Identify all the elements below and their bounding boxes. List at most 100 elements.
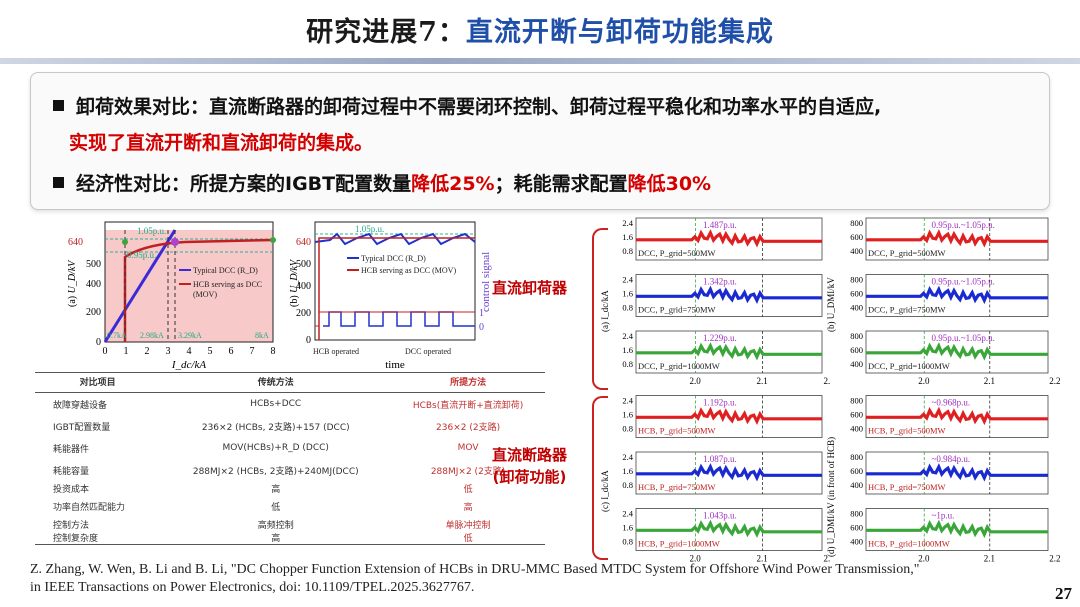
table-cell: 单脉冲控制	[445, 520, 491, 531]
waveform-trace	[636, 285, 822, 305]
table-cell: MOV	[457, 443, 479, 453]
wave-ylabel-top: (a) I_dc/kA	[600, 290, 610, 332]
table-cell: 高	[463, 502, 473, 513]
table-cell: 236×2 (2支路)	[436, 422, 501, 433]
table-cell: 低	[271, 502, 281, 513]
bullet-2: 经济性对比：所提方案的IGBT配置数量降低25%；耗能需求配置降低30%	[53, 169, 711, 196]
plot-a-xtick: 7	[250, 346, 255, 357]
plot-b-hcb-wave	[318, 237, 475, 340]
wave-ytick: 600	[850, 523, 863, 533]
table-row: 故障穿越设备 HCBs+DCC HCBs(直流开断+直流卸荷)	[35, 393, 545, 416]
table-cell: 低	[463, 484, 473, 495]
table-cell: 耗能容量	[53, 466, 90, 477]
plot-a-xtick: 4	[187, 346, 192, 357]
table-cell: HCBs(直流开断+直流卸荷)	[412, 400, 524, 411]
plot-a-marker	[122, 239, 128, 245]
wave-ylabel-bottom: (c) I_dc/kA	[600, 470, 610, 512]
plot-a-annotation: 0.95p.u.	[127, 250, 156, 260]
plot-b-ytick: 0	[306, 335, 311, 346]
plot-b-xlabel: time	[385, 359, 405, 371]
plot-b-hcb-signal	[315, 311, 475, 327]
plot-a-annotation: 3.29kA	[178, 331, 202, 340]
table-header: 所提方法	[391, 372, 545, 393]
citation-line-2: in IEEE Transactions on Power Electronic…	[30, 580, 475, 595]
plot-a-annotation: 1.05p.u.	[137, 226, 166, 236]
table-row: 控制方法 高频控制 单脉冲控制	[35, 517, 545, 531]
plot-a-legend-1: Typical DCC (R_D)	[193, 266, 258, 275]
wave-xtick: 2.1	[984, 376, 995, 386]
plot-b-ytick: 500	[296, 259, 311, 270]
wave-ytick: 2.4	[622, 452, 633, 462]
table-row: 投资成本 高 低	[35, 481, 545, 495]
summary-box: 卸荷效果对比：直流断路器的卸荷过程中不需要闭环控制、卸荷过程平稳化和功率水平的自…	[30, 72, 1050, 210]
bullet-2-red-1: 降低25%	[411, 173, 495, 195]
wave-legend: DCC, P_grid=500MW	[868, 248, 946, 258]
wave-ytick: 800	[850, 275, 863, 285]
plot-a-xlabel: I_dc/kA	[171, 359, 206, 371]
table-cell: 投资成本	[53, 484, 90, 495]
plot-a-frame	[104, 221, 274, 343]
plot-a-ytick: 640	[68, 237, 83, 248]
wave-annotation: 1.192p.u.	[703, 398, 737, 408]
waveform-trace	[636, 519, 822, 539]
wave-legend: DCC, P_grid=1000MW	[638, 361, 720, 371]
comparison-table: 对比项目 传统方法 所提方法 故障穿越设备 HCBs+DCC HCBs(直流开断…	[35, 372, 545, 545]
plot-a-xtick: 3	[166, 346, 171, 357]
table-cell: 控制复杂度	[35, 531, 161, 545]
wave-ytick: 800	[850, 218, 863, 228]
wave-annotation: 1.229p.u.	[703, 333, 737, 343]
plot-a-shaded-region	[105, 230, 273, 342]
table-header: 传统方法	[160, 372, 392, 393]
wave-legend: HCB, P_grid=1000MW	[868, 539, 950, 549]
wave-ytick: 0.8	[622, 424, 633, 434]
table-cell: 288MJ×2 (HCBs, 2支路)+240MJ(DCC)	[192, 466, 359, 477]
wave-ytick: 1.6	[622, 410, 633, 420]
plot-a-ytick: 0	[96, 337, 101, 348]
wave-ytick: 400	[850, 537, 863, 547]
bullet-2-red-2: 降低30%	[627, 173, 712, 195]
plot-a-ytick: 200	[86, 307, 101, 318]
wave-ytick: 400	[850, 424, 863, 434]
table-row: 控制复杂度 高 低	[35, 531, 545, 545]
bullet-2-mid: ；耗能需求配置	[494, 173, 628, 195]
page-number: 27	[1055, 584, 1072, 603]
plot-a-annotation: 2.98kA	[140, 331, 164, 340]
waveform-trace	[636, 463, 822, 482]
wave-xtick: 2.0	[690, 376, 702, 386]
waveform-trace	[866, 342, 1048, 361]
table-cell: 故障穿越设备	[53, 400, 108, 411]
group-label-hcb-line2: (卸荷功能)	[492, 468, 567, 486]
wave-legend: DCC, P_grid=750MW	[638, 305, 716, 315]
group-label-hcb-line1: 直流断路器	[492, 446, 568, 464]
plot-a-hcb-curve	[123, 238, 274, 342]
waveform-trace	[866, 463, 1048, 482]
plot-a-dcc-line	[103, 229, 177, 343]
waveforms-current: 2.4 1.6 0.8 1.487p.u. DCC, P_grid=500MW 2.4 1.…	[600, 217, 830, 563]
wave-annotation: 0.95p.u.~1.05p.u.	[932, 220, 995, 230]
table-cell: 288MJ×2 (2支路)	[430, 466, 506, 477]
wave-ytick: 1.6	[622, 232, 633, 242]
wave-annotation: 1.342p.u.	[703, 277, 737, 287]
plot-b-hcb-operated: HCB operated	[313, 347, 359, 356]
table-row: 耗能容量 288MJ×2 (HCBs, 2支路)+240MJ(DCC) 288M…	[35, 459, 545, 481]
wave-xtick: 2.2	[1049, 376, 1060, 386]
wave-legend: HCB, P_grid=750MW	[868, 482, 946, 492]
wave-ytick: 600	[850, 289, 863, 299]
wave-ytick: 0.8	[622, 359, 633, 369]
wave-ytick: 400	[850, 359, 863, 369]
group-bracket-chopper	[592, 228, 608, 390]
plot-a-xtick: 1	[124, 346, 129, 357]
wave-ytick: 2.4	[622, 275, 633, 285]
wave-legend: HCB, P_grid=1000MW	[638, 539, 720, 549]
title-divider	[0, 58, 1080, 64]
plot-b-ytick: 200	[296, 308, 311, 319]
wave-ytick: 800	[850, 331, 863, 341]
plot-a-xtick: 8	[271, 346, 276, 357]
wave-xtick: 2.2	[823, 554, 830, 563]
table-cell: HCBs+DCC	[250, 399, 302, 409]
wave-annotation: 0.95p.u.~1.05p.u.	[932, 333, 995, 343]
waveform-trace	[636, 342, 822, 361]
wave-legend: DCC, P_grid=1000MW	[868, 361, 950, 371]
plot-a-xtick: 2	[145, 346, 150, 357]
wave-annotation: ~0.968p.u.	[932, 398, 971, 408]
